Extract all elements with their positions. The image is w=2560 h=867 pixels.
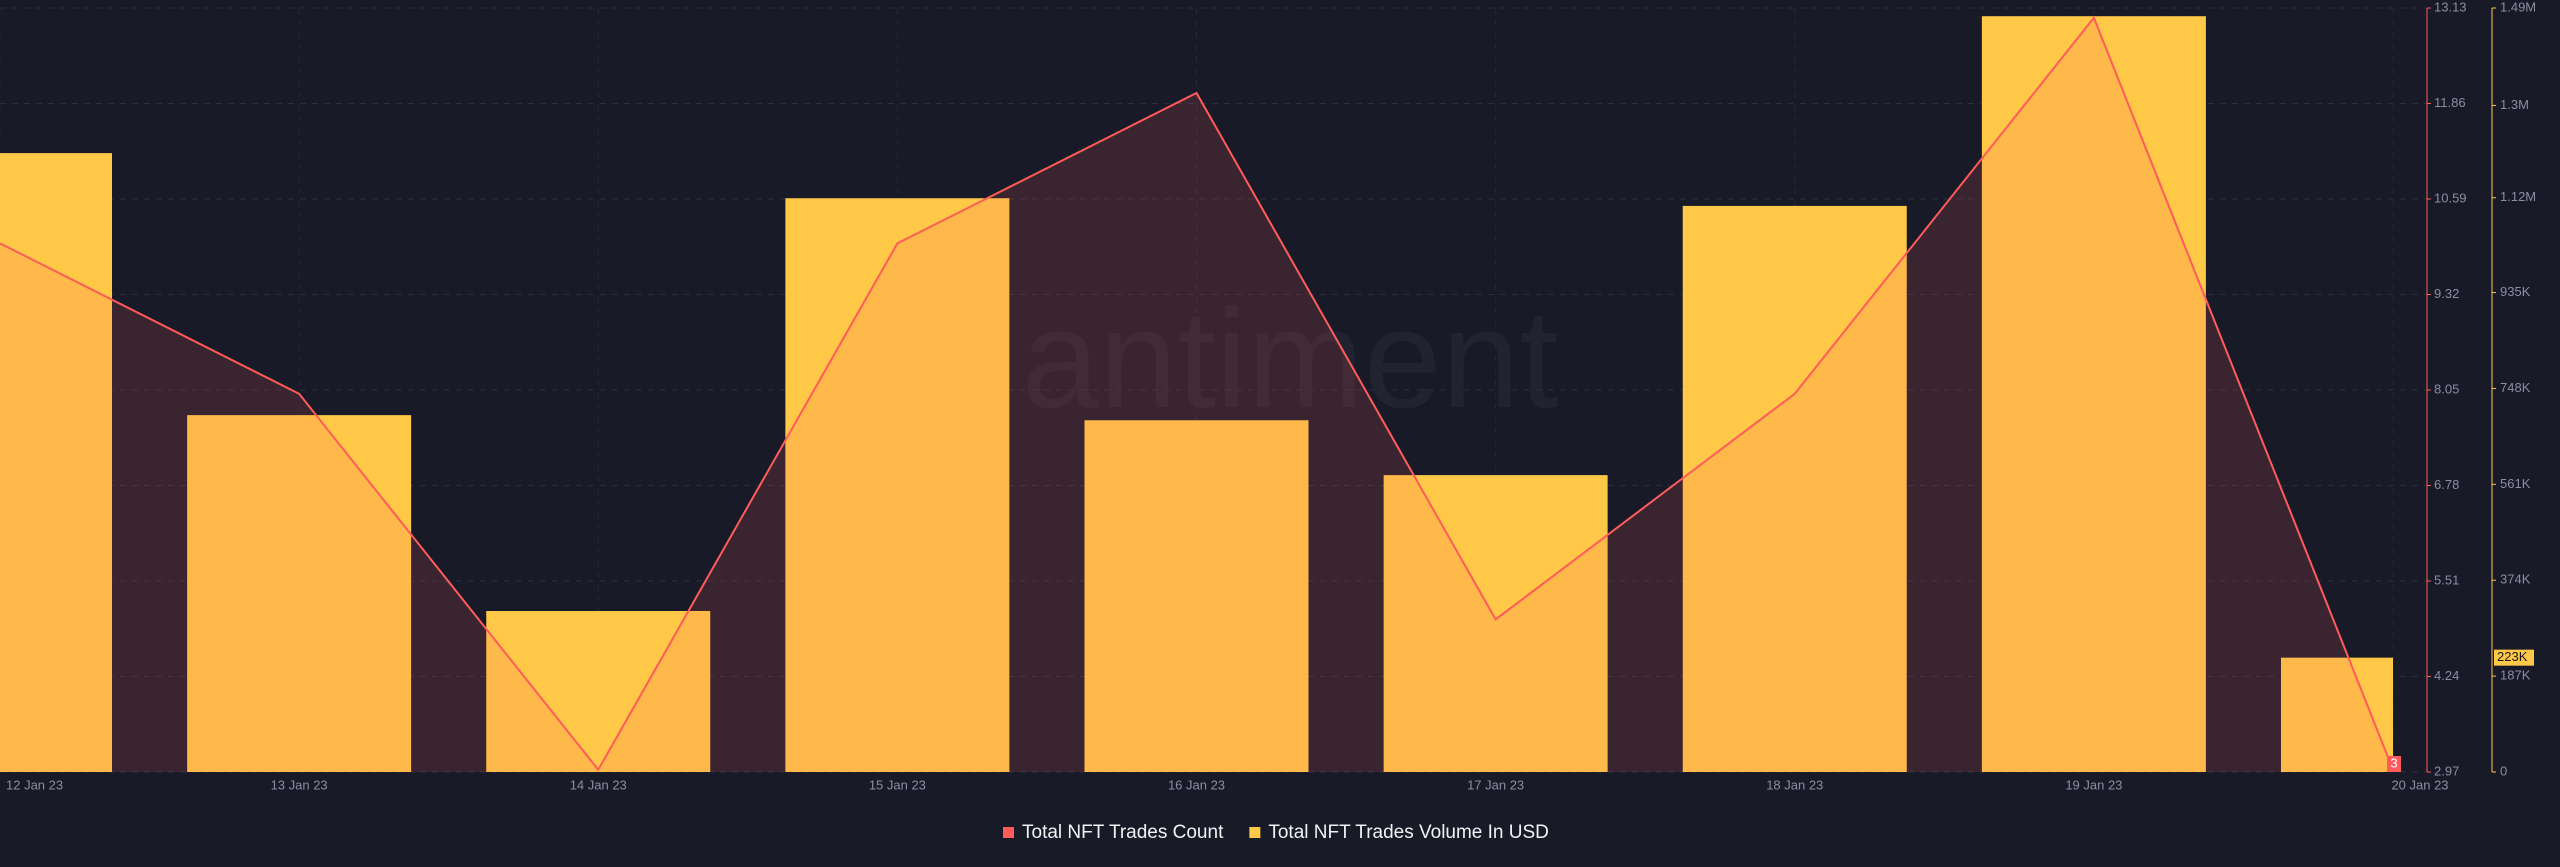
value-badge <box>2387 756 2401 772</box>
y-tick-label: 11.86 <box>2434 95 2466 110</box>
watermark: antiment <box>1022 280 1559 437</box>
y2-tick-label: 0 <box>2500 763 2507 778</box>
y-tick-label: 2.97 <box>2434 763 2459 778</box>
bar <box>2281 657 2393 772</box>
legend-swatch <box>1003 827 1014 838</box>
y-tick-label: 6.78 <box>2434 477 2459 492</box>
legend-swatch <box>1249 827 1261 838</box>
x-tick-label: 18 Jan 23 <box>1766 777 1823 792</box>
area <box>0 17 2393 773</box>
bar <box>1084 420 1309 772</box>
bar <box>1383 475 1608 772</box>
y-tick-label: 5.51 <box>2434 572 2459 587</box>
bar <box>1981 16 2206 772</box>
line <box>0 15 2394 772</box>
x-tick-label: 15 Jan 23 <box>869 777 926 792</box>
legend-label: Total NFT Trades Count <box>1022 822 1224 843</box>
value-label: 3 <box>2390 755 2397 770</box>
x-tick-label: 17 Jan 23 <box>1467 777 1524 792</box>
value-badge <box>2494 649 2534 666</box>
x-tick-label: 19 Jan 23 <box>2065 777 2122 792</box>
x-tick-label: 16 Jan 23 <box>1168 777 1225 792</box>
y2-tick-label: 187K <box>2500 668 2531 683</box>
y-tick-label: 10.59 <box>2434 190 2467 205</box>
x-tick-label: 14 Jan 23 <box>570 777 627 792</box>
bar <box>0 153 112 772</box>
y2-tick-label: 1.49M <box>2500 0 2536 14</box>
y2-tick-label: 374K <box>2500 572 2531 587</box>
legend-label: Total NFT Trades Volume In USD <box>1268 822 1549 843</box>
bar <box>785 198 1010 772</box>
legend: Total NFT Trades Count Total NFT Trades V… <box>1003 822 1549 843</box>
y2-tick-label: 748K <box>2500 380 2531 395</box>
axes: 2.97 4.24 5.51 6.78 8.05 9.32 10.59 11.86 13.13 0… <box>6 0 2536 792</box>
value-label: 223K <box>2497 649 2528 664</box>
x-tick-label: 12 Jan 23 <box>6 777 63 792</box>
x-tick-label: 13 Jan 23 <box>271 777 328 792</box>
y-tick-label: 4.24 <box>2434 668 2459 683</box>
y-tick-label: 13.13 <box>2434 0 2467 14</box>
x-tick-label: 20 Jan 23 <box>2391 777 2448 792</box>
bar <box>187 415 412 772</box>
y2-tick-label: 1.3M <box>2500 97 2529 112</box>
y2-tick-label: 561K <box>2500 476 2531 491</box>
y-tick-label: 9.32 <box>2434 286 2459 301</box>
y-tick-label: 8.05 <box>2434 381 2459 396</box>
lines <box>0 15 2394 773</box>
y2-tick-label: 1.12M <box>2500 189 2536 204</box>
y2-tick-label: 935K <box>2500 284 2531 299</box>
